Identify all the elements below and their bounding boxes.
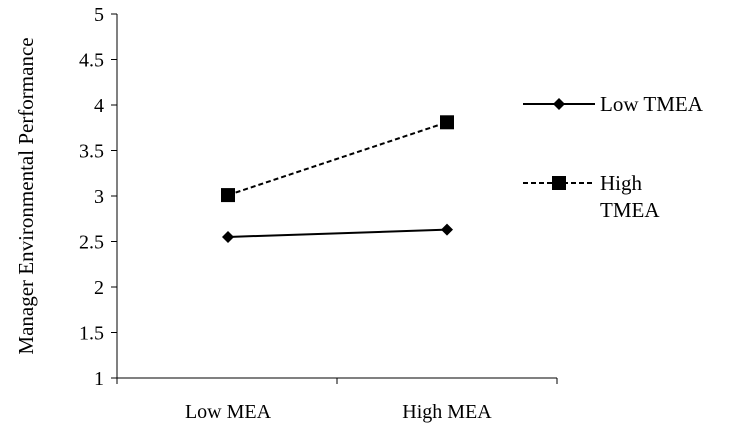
legend-item: High TMEA bbox=[523, 171, 660, 222]
y-tick-label: 2.5 bbox=[79, 232, 104, 254]
data-point bbox=[440, 115, 454, 130]
data-point bbox=[441, 223, 453, 236]
legend-marker bbox=[553, 98, 565, 110]
series-low-tmea bbox=[222, 223, 453, 243]
legend-label-line: High bbox=[600, 171, 643, 195]
y-tick-label: 1 bbox=[94, 368, 104, 390]
series-layer bbox=[221, 115, 454, 243]
legend: Low TMEA High TMEA bbox=[523, 92, 704, 222]
x-tick-label: Low MEA bbox=[185, 401, 272, 423]
y-tick-label: 4 bbox=[94, 95, 104, 117]
series-high-tmea bbox=[221, 115, 454, 203]
series-line bbox=[227, 121, 448, 197]
y-axis: 1 1.5 2 2.5 3 3.5 4 4.5 5 bbox=[79, 4, 118, 390]
data-point bbox=[221, 188, 235, 203]
y-axis-title: Manager Environmental Performance bbox=[14, 37, 38, 354]
x-tick-label: High MEA bbox=[402, 401, 492, 423]
y-tick-label: 4.5 bbox=[79, 50, 104, 72]
legend-label-line: TMEA bbox=[600, 198, 660, 222]
y-tick-label: 5 bbox=[94, 4, 104, 26]
y-tick-label: 3 bbox=[94, 186, 104, 208]
y-tick-label: 3.5 bbox=[79, 141, 104, 163]
y-tick-label: 1.5 bbox=[79, 323, 104, 345]
legend-label: Low TMEA bbox=[600, 92, 704, 116]
legend-marker bbox=[552, 176, 566, 190]
legend-label: High TMEA bbox=[600, 171, 660, 222]
series-line bbox=[227, 228, 448, 238]
data-point bbox=[222, 230, 234, 243]
legend-item: Low TMEA bbox=[523, 92, 704, 116]
x-axis: Low MEA High MEA bbox=[116, 377, 558, 423]
y-tick-label: 2 bbox=[94, 277, 104, 299]
